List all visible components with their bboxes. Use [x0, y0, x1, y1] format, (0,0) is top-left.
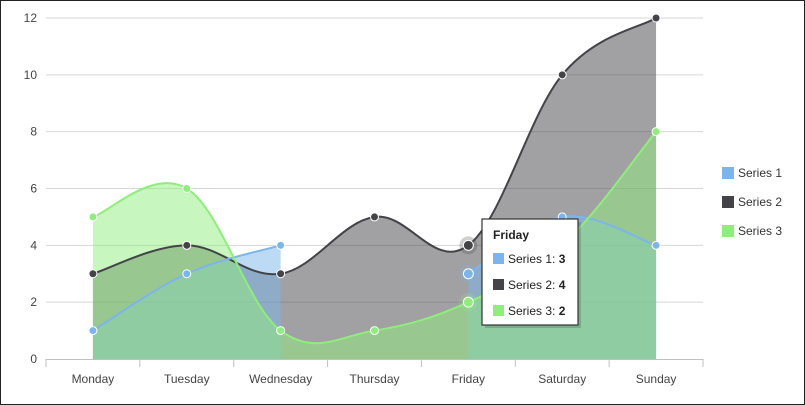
legend-label: Series 2 [738, 195, 782, 209]
y-tick-label: 4 [30, 238, 37, 252]
legend-item-series-2[interactable]: Series 2 [722, 195, 782, 209]
x-axis [45, 359, 704, 367]
point-series-2-friday[interactable] [462, 239, 474, 251]
y-tick-label: 8 [30, 125, 37, 139]
x-tick-label: Friday [452, 372, 485, 386]
legend-swatch [722, 167, 734, 179]
x-tick-label: Thursday [349, 372, 399, 386]
point-series-3-friday[interactable] [462, 296, 474, 308]
tooltip-item: Series 1: 3 [508, 252, 566, 266]
point-series-1-monday[interactable] [88, 326, 98, 336]
point-series-3-thursday[interactable] [370, 326, 379, 336]
point-series-1-wednesday[interactable] [276, 240, 286, 250]
y-tick-label: 12 [24, 11, 38, 25]
point-series-3-wednesday[interactable] [276, 326, 286, 336]
legend: Series 1 Series 2 Series 3 [722, 166, 782, 238]
legend-item-series-3[interactable]: Series 3 [722, 224, 782, 238]
x-tick-label: Saturday [538, 372, 586, 386]
point-series-2-monday[interactable] [88, 269, 98, 279]
y-tick-label: 0 [30, 352, 37, 366]
tooltip-item: Series 2: 4 [508, 278, 566, 292]
point-series-1-tuesday[interactable] [182, 269, 192, 279]
x-tick-label: Wednesday [249, 372, 312, 386]
point-series-3-monday[interactable] [88, 212, 98, 222]
legend-swatch [722, 196, 734, 208]
tooltip-swatch [493, 253, 504, 264]
y-tick-label: 6 [30, 182, 37, 196]
legend-item-series-1[interactable]: Series 1 [722, 166, 782, 180]
x-tick-label: Sunday [636, 372, 677, 386]
legend-label: Series 3 [738, 224, 782, 238]
tooltip-title: Friday [493, 228, 529, 242]
legend-label: Series 1 [738, 166, 782, 180]
point-series-2-saturday[interactable] [557, 70, 567, 80]
point-series-3-sunday[interactable] [651, 127, 661, 137]
point-series-3-tuesday[interactable] [182, 184, 192, 193]
x-tick-label: Tuesday [164, 372, 210, 386]
point-series-2-tuesday[interactable] [182, 240, 192, 250]
y-tick-label: 10 [24, 68, 38, 82]
y-axis-labels: 0 2 4 6 8 10 12 [24, 11, 38, 366]
point-series-2-thursday[interactable] [370, 212, 379, 222]
tooltip-swatch [493, 279, 504, 290]
tooltip-swatch [493, 305, 504, 316]
tooltip: Friday Series 1: 3 Series 2: 4 Series 3: 2 [481, 218, 581, 328]
point-series-2-sunday[interactable] [651, 13, 661, 23]
y-tick-label: 2 [30, 295, 37, 309]
x-tick-label: Monday [72, 372, 115, 386]
point-series-2-wednesday[interactable] [276, 269, 286, 279]
point-series-1-friday[interactable] [462, 268, 474, 280]
tooltip-item: Series 3: 2 [508, 304, 566, 318]
legend-swatch [722, 225, 734, 237]
point-series-1-sunday[interactable] [651, 240, 661, 250]
x-axis-labels: Monday Tuesday Wednesday Thursday Friday Satu… [72, 372, 677, 386]
